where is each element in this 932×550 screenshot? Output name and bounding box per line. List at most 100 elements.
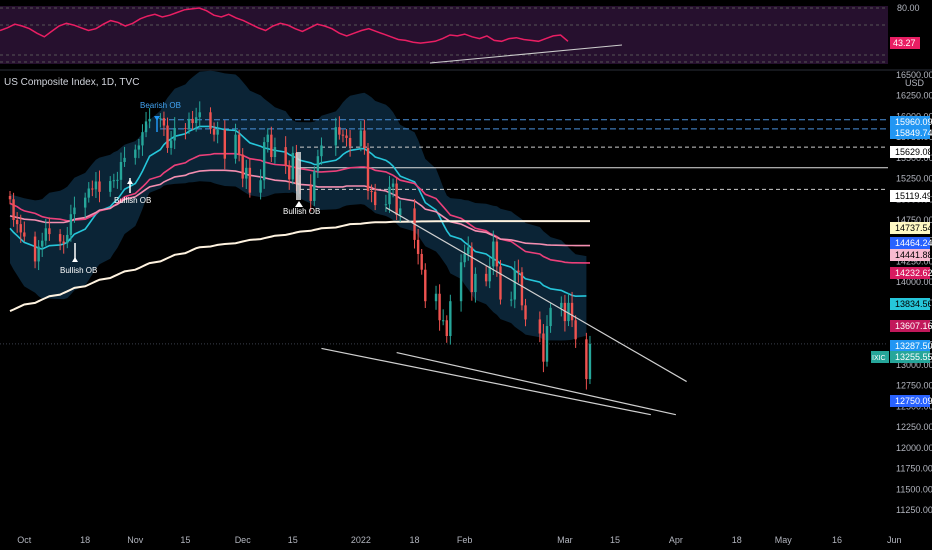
candle-body (23, 232, 26, 237)
bullish-ob-marker-2[interactable]: Bullish OB (283, 152, 320, 216)
candle-body (291, 152, 295, 180)
y-tick-label: 11500.00 (896, 484, 932, 494)
price-tag-label: 14441.88 (895, 250, 932, 260)
price-tag-bg (890, 190, 930, 202)
price-tag-label: 13287.50 (895, 341, 932, 351)
candle-body (109, 181, 112, 192)
candle-body (563, 302, 567, 322)
candle-body (495, 241, 499, 267)
candle-body (313, 171, 316, 201)
bullish-ob-label-1: Bullish OB (114, 196, 151, 205)
x-tick-label: 18 (410, 535, 420, 545)
price-tag-bg (890, 267, 930, 279)
candle-body (8, 195, 12, 200)
x-tick-label: Oct (17, 535, 32, 545)
candle-body (141, 132, 144, 146)
candle-body (37, 246, 40, 262)
candle-body (474, 273, 477, 293)
y-tick-label: 15250.00 (896, 174, 932, 184)
candle-body (373, 191, 377, 206)
candle-body (538, 319, 542, 334)
candle-body (209, 112, 212, 129)
candle-body (517, 270, 520, 273)
candle-body (166, 125, 169, 148)
x-tick-label: Apr (669, 535, 683, 545)
candle-body (223, 129, 226, 159)
candle-body (194, 117, 198, 124)
candle-body (73, 207, 76, 215)
trendlines (321, 207, 687, 416)
candle-body (492, 241, 495, 267)
candle-body (348, 137, 352, 147)
candle-body (520, 272, 524, 306)
candle-body (391, 183, 395, 187)
candle-body (341, 134, 345, 136)
x-axis[interactable]: Oct 18 Nov 15 Dec 15 2022 18 Feb Mar 15 Apr 18 May 16 J… (17, 535, 901, 545)
candle-body (212, 128, 216, 135)
candle-body (449, 301, 452, 336)
candle-body (94, 181, 98, 190)
candle-body (134, 149, 137, 158)
candle-body (545, 326, 549, 362)
price-tag-bg (890, 340, 930, 352)
bullish-ob-marker-3[interactable]: Bullish OB (60, 243, 97, 275)
bollinger-band (10, 70, 587, 341)
bullish-ob-arrowhead-2 (295, 201, 303, 207)
symbol-tag-label: IXIC (872, 355, 886, 362)
candle-body (262, 142, 266, 181)
rsi-value-tag: 43.27 (893, 38, 916, 48)
candle-body (585, 339, 588, 380)
candle-body (66, 234, 69, 244)
y-tick-label: 14750.00 (896, 215, 932, 225)
y-tick-label: 13000.00 (896, 360, 932, 370)
candle-body (445, 320, 448, 336)
y-tick-label: 14000.00 (896, 277, 932, 287)
price-tag-label: 15629.08 (895, 147, 932, 157)
trendline-2 (321, 347, 651, 416)
candle-body (58, 234, 62, 242)
price-tag-label: 13834.56 (895, 299, 932, 309)
rsi-panel: 80.00 43.27 (0, 3, 920, 64)
candle-body (191, 118, 194, 124)
y-tick-label: 12000.00 (896, 443, 932, 453)
candle-body (259, 180, 262, 193)
candle-body (441, 320, 445, 322)
chart-title: US Composite Index, 1D, TVC (4, 77, 139, 88)
candle-body (549, 307, 552, 327)
y-tick-label: 12250.00 (896, 422, 932, 432)
candle-body (69, 214, 73, 235)
price-tag-label: 15849.74 (895, 128, 932, 138)
bullish-ob-label-2: Bullish OB (283, 207, 320, 216)
candle-body (83, 197, 87, 208)
candle-body (434, 293, 438, 302)
candle-body (270, 134, 273, 158)
candle-body (241, 154, 244, 179)
price-tag-bg (890, 237, 930, 249)
candle-body (484, 273, 488, 282)
candle-body (148, 118, 151, 122)
candle-body (470, 247, 474, 293)
candle-body (234, 134, 237, 159)
x-tick-label: 15 (180, 535, 190, 545)
price-tag-label: 14464.24 (895, 238, 932, 248)
price-tag-bg (890, 222, 930, 234)
candle-body (359, 130, 363, 147)
candle-body (98, 181, 101, 192)
price-levels (0, 119, 888, 345)
candle-body (33, 236, 37, 262)
x-tick-label: 15 (610, 535, 620, 545)
price-tag-bg (890, 351, 930, 363)
bearish-ob-marker[interactable]: Bearish OB (140, 101, 181, 132)
rsi-value-tag-bg (890, 37, 920, 49)
price-tag-bg (890, 249, 930, 261)
bullish-ob-marker-1[interactable]: Bullish OB (114, 178, 151, 205)
x-tick-label: 18 (80, 535, 90, 545)
candle-body (237, 134, 241, 155)
candle-body (499, 266, 502, 300)
candle-body (184, 128, 187, 130)
x-tick-label: Mar (557, 535, 573, 545)
candle-body (216, 129, 219, 135)
candle-body (345, 135, 348, 138)
